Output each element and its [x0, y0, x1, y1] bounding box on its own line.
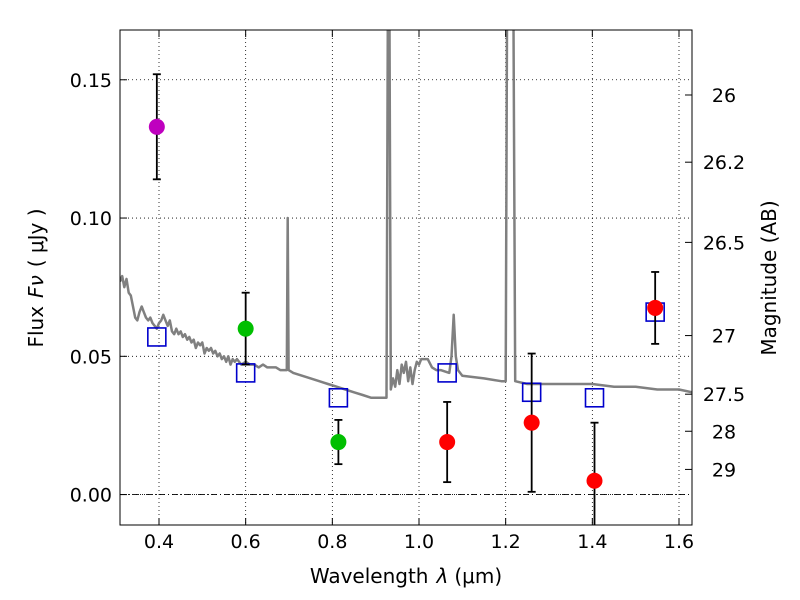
model-spectrum-line: [120, 30, 692, 400]
magnitude-tick-label-0: 26: [712, 85, 736, 107]
magnitude-tick-label-2: 26.5: [703, 232, 745, 254]
magnitude-tick-label-5: 28: [712, 421, 736, 443]
magnitude-axis-ticks: 26 26.2 26.5 27 27.5 28 29: [685, 85, 745, 481]
model-square-3: [437, 363, 457, 383]
y-tick-label-3: 0.15: [70, 70, 112, 92]
x-axis-title-symbol: λ: [436, 564, 449, 588]
photometry-point-5: [586, 472, 603, 489]
y-axis-title-symbol: Fν: [24, 275, 48, 298]
magnitude-tick-label-4: 27.5: [703, 384, 745, 406]
magnitude-tick-label-6: 29: [712, 459, 736, 481]
photometry-point-6: [647, 299, 664, 316]
x-tick-label-2: 0.8: [317, 531, 347, 553]
photometry-point-4: [523, 414, 540, 431]
x-axis-title-prefix: Wavelength: [310, 564, 429, 588]
photometry-point-1: [237, 320, 254, 337]
plot-frame: [119, 29, 693, 526]
x-axis-title: Wavelength λ (μm): [310, 564, 502, 588]
y-tick-label-1: 0.05: [70, 346, 112, 368]
y-tick-label-0: 0.00: [70, 485, 112, 507]
x-tick-label-1: 0.6: [231, 531, 261, 553]
photometry-point-2: [330, 434, 347, 451]
magnitude-tick-label-3: 27: [712, 326, 736, 348]
x-tick-label-3: 1.0: [404, 531, 434, 553]
photometry-point-3: [439, 434, 456, 451]
photometry-layer: [148, 118, 664, 489]
y-axis-ticks: 0.00 0.05 0.10 0.15: [70, 70, 127, 507]
x-tick-label-0: 0.4: [144, 531, 174, 553]
photometry-point-0: [148, 118, 165, 135]
model-square-0: [147, 327, 167, 347]
magnitude-axis-title: Magnitude (AB): [757, 200, 781, 355]
y-axis-title-unit: ( μJy ): [24, 208, 48, 267]
model-square-2: [328, 387, 349, 408]
x-tick-label-6: 1.6: [664, 531, 694, 553]
x-axis-title-unit: (μm): [454, 564, 502, 588]
y-axis-title-prefix: Flux: [24, 306, 48, 348]
y-axis-title: Flux Fν ( μJy ): [24, 208, 48, 347]
y-tick-label-2: 0.10: [70, 208, 112, 230]
x-axis-ticks: 0.4 0.6 0.8 1.0 1.2 1.4 1.6: [144, 30, 694, 553]
x-tick-label-4: 1.2: [491, 531, 521, 553]
model-square-5: [584, 387, 605, 408]
x-tick-label-5: 1.4: [577, 531, 607, 553]
magnitude-tick-label-1: 26.2: [703, 152, 745, 174]
model-spectrum-layer: [120, 30, 692, 400]
